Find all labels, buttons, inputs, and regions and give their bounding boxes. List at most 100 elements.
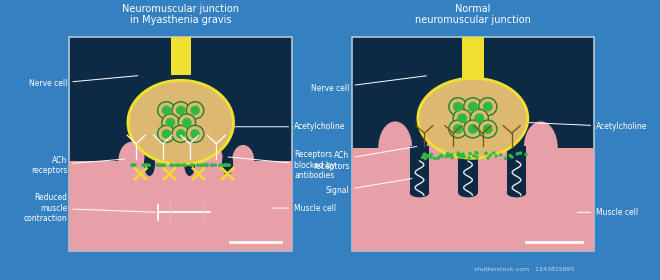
Circle shape: [457, 154, 461, 158]
Text: Acetylcholine: Acetylcholine: [235, 122, 345, 131]
Circle shape: [143, 163, 147, 167]
Circle shape: [130, 163, 134, 167]
Circle shape: [426, 155, 430, 158]
Circle shape: [158, 125, 175, 143]
Circle shape: [510, 155, 513, 159]
Circle shape: [449, 98, 467, 116]
Ellipse shape: [458, 189, 478, 197]
Circle shape: [181, 164, 185, 167]
Ellipse shape: [155, 140, 184, 182]
Ellipse shape: [129, 82, 232, 163]
Circle shape: [223, 164, 226, 167]
Bar: [507, 146, 526, 193]
Circle shape: [176, 129, 185, 139]
Circle shape: [172, 102, 189, 119]
Circle shape: [478, 98, 497, 116]
Circle shape: [169, 164, 173, 167]
Circle shape: [484, 151, 488, 155]
Circle shape: [470, 109, 488, 127]
Circle shape: [486, 156, 490, 160]
Text: Nerve cell: Nerve cell: [311, 76, 426, 93]
Circle shape: [224, 163, 228, 167]
Circle shape: [132, 164, 135, 167]
Circle shape: [160, 164, 164, 167]
Circle shape: [228, 164, 231, 167]
Circle shape: [182, 118, 191, 127]
Circle shape: [186, 102, 204, 119]
Ellipse shape: [507, 189, 526, 197]
Circle shape: [461, 152, 465, 156]
Circle shape: [461, 155, 464, 158]
Circle shape: [171, 163, 175, 167]
Ellipse shape: [196, 142, 223, 180]
Circle shape: [133, 164, 137, 167]
Circle shape: [162, 114, 179, 131]
Circle shape: [489, 153, 492, 157]
Circle shape: [214, 164, 217, 167]
Circle shape: [210, 164, 213, 167]
Circle shape: [176, 164, 180, 167]
Circle shape: [186, 125, 204, 143]
Circle shape: [196, 164, 199, 167]
Bar: [171, 37, 191, 75]
Bar: [352, 37, 594, 251]
Circle shape: [457, 113, 467, 123]
Circle shape: [226, 163, 230, 167]
Text: Signal: Signal: [326, 179, 412, 195]
Circle shape: [439, 154, 443, 157]
Text: Nerve cell: Nerve cell: [29, 76, 138, 88]
Circle shape: [190, 129, 200, 139]
Ellipse shape: [232, 145, 254, 177]
Circle shape: [162, 163, 166, 167]
Circle shape: [494, 154, 498, 158]
Text: ACh
receptors: ACh receptors: [31, 156, 125, 175]
Ellipse shape: [127, 79, 235, 166]
Circle shape: [483, 102, 493, 111]
Ellipse shape: [427, 122, 461, 175]
Circle shape: [189, 163, 193, 167]
Bar: [352, 148, 594, 251]
Bar: [69, 37, 292, 251]
Circle shape: [178, 163, 181, 167]
Circle shape: [190, 106, 200, 115]
Circle shape: [508, 154, 512, 157]
Circle shape: [424, 153, 427, 157]
Circle shape: [163, 164, 166, 167]
Ellipse shape: [144, 150, 155, 176]
Circle shape: [182, 164, 186, 167]
Circle shape: [492, 151, 496, 155]
Circle shape: [450, 156, 454, 159]
Circle shape: [433, 157, 436, 160]
Circle shape: [436, 156, 439, 160]
Circle shape: [145, 164, 148, 167]
Circle shape: [220, 163, 224, 167]
Circle shape: [203, 164, 206, 167]
Circle shape: [199, 164, 203, 167]
Circle shape: [421, 156, 424, 159]
Circle shape: [222, 164, 226, 167]
Circle shape: [205, 163, 209, 167]
Circle shape: [524, 153, 528, 156]
Circle shape: [205, 164, 209, 167]
Ellipse shape: [378, 122, 412, 175]
Circle shape: [449, 153, 453, 157]
Circle shape: [475, 151, 478, 155]
Circle shape: [146, 164, 149, 167]
Circle shape: [463, 155, 466, 158]
Text: Muscle cell: Muscle cell: [578, 208, 638, 217]
Circle shape: [475, 155, 478, 159]
Circle shape: [202, 163, 205, 167]
Text: ACh
receptors: ACh receptors: [314, 146, 416, 171]
Bar: [410, 146, 429, 193]
Text: Neuromuscular junction
in Myasthenia gravis: Neuromuscular junction in Myasthenia gra…: [122, 4, 239, 25]
Circle shape: [174, 164, 178, 167]
Circle shape: [446, 152, 449, 155]
Bar: [462, 37, 484, 80]
Circle shape: [464, 120, 482, 138]
Text: shutterstock.com · 1243815895: shutterstock.com · 1243815895: [474, 267, 574, 272]
Circle shape: [172, 125, 189, 143]
Circle shape: [158, 164, 162, 167]
Circle shape: [468, 124, 478, 134]
Text: Normal
neuromuscular junction: Normal neuromuscular junction: [415, 4, 531, 25]
Ellipse shape: [410, 189, 429, 197]
